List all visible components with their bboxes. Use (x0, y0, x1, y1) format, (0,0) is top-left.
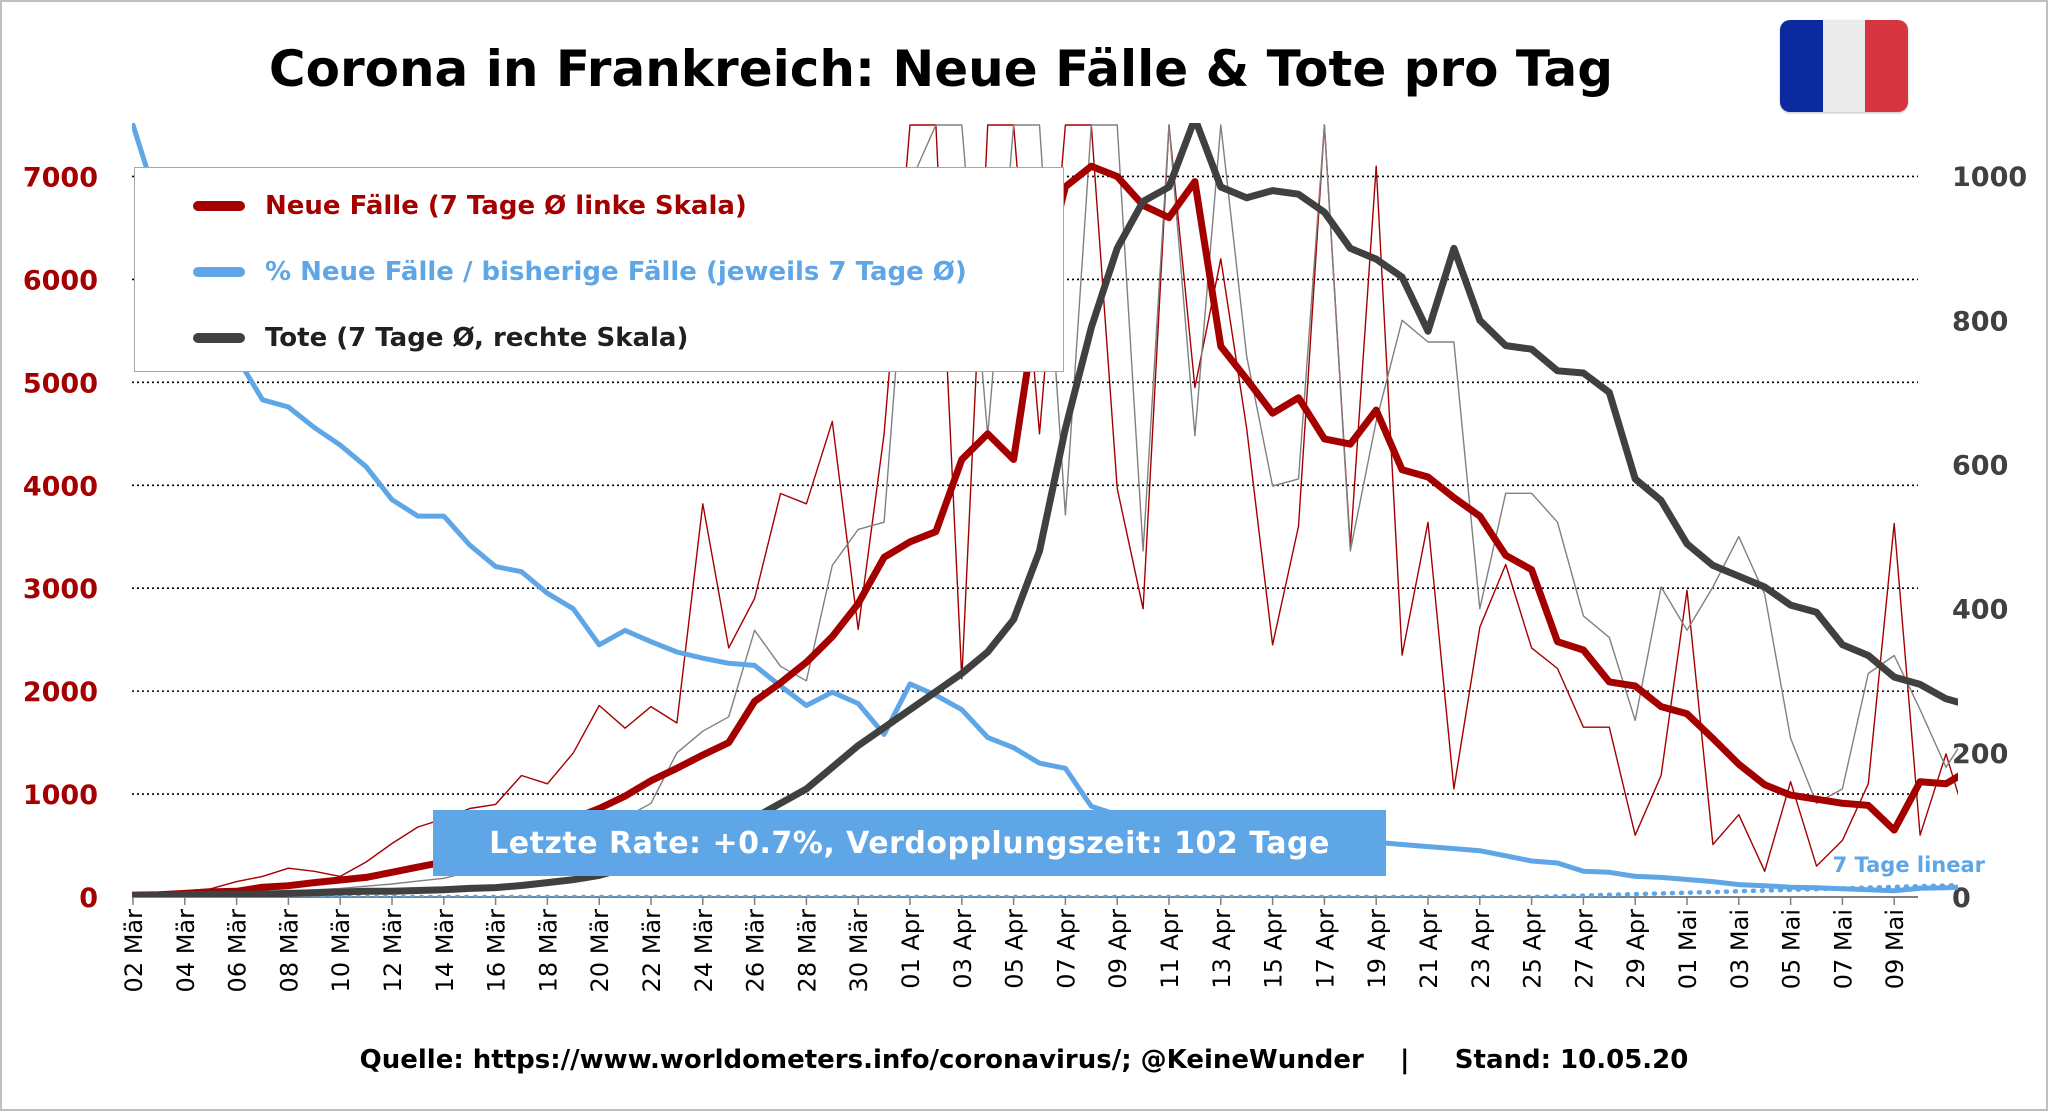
y-left-tick-label: 0 (79, 883, 98, 914)
axes: 0 1000 2000 3000 4000 5000 6000 7000 0 200 400 600 8… (23, 162, 2027, 992)
flag-stripe-red (1865, 20, 1908, 112)
y-left-tick-label: 7000 (23, 162, 98, 193)
x-tick-label: 08 Mär (275, 909, 303, 993)
y-right-tick-label: 200 (1952, 739, 2008, 770)
y-right-tick-label: 400 (1952, 595, 2008, 626)
x-tick-label: 11 Apr (1156, 909, 1184, 989)
x-tick-label: 02 Mär (120, 909, 148, 993)
legend-label-new-cases: Neue Fälle (7 Tage Ø linke Skala) (265, 191, 747, 221)
x-tick-label: 17 Apr (1311, 909, 1339, 989)
legend-swatch-percent-new (193, 267, 245, 277)
x-tick-label: 07 Apr (1052, 909, 1080, 989)
x-tick-label: 26 Mär (742, 909, 770, 993)
y-left-tick-label: 6000 (23, 265, 98, 296)
x-tick-label: 04 Mär (172, 909, 200, 993)
x-tick-label: 18 Mär (534, 909, 562, 993)
trend-label: 7 Tage linear (1833, 853, 1986, 877)
x-tick-label: 01 Apr (897, 909, 925, 989)
x-tick-label: 14 Mär (431, 909, 459, 993)
x-tick-label: 12 Mär (379, 909, 407, 993)
y-left-tick-label: 5000 (23, 368, 98, 399)
x-tick-label: 30 Mär (845, 909, 873, 993)
legend-swatch-deaths (193, 333, 245, 343)
x-tick-label: 20 Mär (586, 909, 614, 993)
x-tick-label: 24 Mär (690, 909, 718, 993)
x-tick-label: 21 Apr (1415, 909, 1443, 989)
x-tick-label: 05 Mai (1778, 909, 1806, 989)
x-tick-label: 03 Mai (1726, 909, 1754, 989)
series-line-avg-3 (132, 123, 1958, 897)
x-tick-label: 07 Mai (1829, 909, 1857, 989)
x-tick-label: 01 Mai (1674, 909, 1702, 989)
x-tick-label: 22 Mär (638, 909, 666, 993)
x-tick-label: 27 Apr (1570, 909, 1598, 989)
x-tick-label: 06 Mär (224, 909, 252, 993)
legend-item-new-cases: Neue Fälle (7 Tage Ø linke Skala) (193, 184, 747, 228)
y-left-tick-label: 3000 (23, 574, 98, 605)
y-right-tick-label: 0 (1952, 883, 1971, 914)
y-left-tick-label: 1000 (23, 780, 98, 811)
x-tick-label: 05 Apr (1001, 909, 1029, 989)
y-left-tick-label: 2000 (23, 677, 98, 708)
x-tick-label: 19 Apr (1363, 909, 1391, 989)
x-tick-label: 25 Apr (1519, 909, 1547, 989)
legend-item-deaths: Tote (7 Tage Ø, rechte Skala) (193, 316, 688, 360)
legend-item-percent-new: % Neue Fälle / bisherige Fälle (jeweils … (193, 250, 967, 294)
x-tick-label: 03 Apr (949, 909, 977, 989)
x-tick-label: 13 Apr (1208, 909, 1236, 989)
flag-stripe-blue (1780, 20, 1823, 112)
series-line-pct-2 (132, 123, 1958, 894)
x-tick-label: 10 Mär (327, 909, 355, 993)
y-right-tick-label: 800 (1952, 306, 2008, 337)
chart-title: Corona in Frankreich: Neue Fälle & Tote … (269, 40, 1613, 98)
france-flag-icon (1780, 20, 1908, 112)
x-tick-label: 28 Mär (793, 909, 821, 993)
rate-annotation-banner: Letzte Rate: +0.7%, Verdopplungszeit: 10… (433, 810, 1386, 876)
legend-label-percent-new: % Neue Fälle / bisherige Fälle (jeweils … (265, 257, 967, 287)
x-tick-label: 16 Mär (483, 909, 511, 993)
x-tick-label: 15 Apr (1260, 909, 1288, 989)
series-line-trend-5 (132, 882, 1958, 897)
x-tick-label: 29 Apr (1622, 909, 1650, 989)
flag-stripe-white (1822, 20, 1866, 112)
x-tick-label: 23 Apr (1467, 909, 1495, 989)
y-left-tick-label: 4000 (23, 471, 98, 502)
legend-swatch-new-cases (193, 201, 245, 211)
y-right-tick-label: 600 (1952, 451, 2008, 482)
series-line-daily-4 (132, 124, 1958, 897)
x-tick-label: 09 Apr (1104, 909, 1132, 989)
y-right-tick-label: 1000 (1952, 162, 2027, 193)
x-tick-label: 09 Mai (1881, 909, 1909, 989)
source-footer: Quelle: https://www.worldometers.info/co… (359, 1045, 1689, 1075)
chart-legend: Neue Fälle (7 Tage Ø linke Skala) % Neue… (134, 167, 1064, 372)
legend-label-deaths: Tote (7 Tage Ø, rechte Skala) (265, 323, 689, 353)
